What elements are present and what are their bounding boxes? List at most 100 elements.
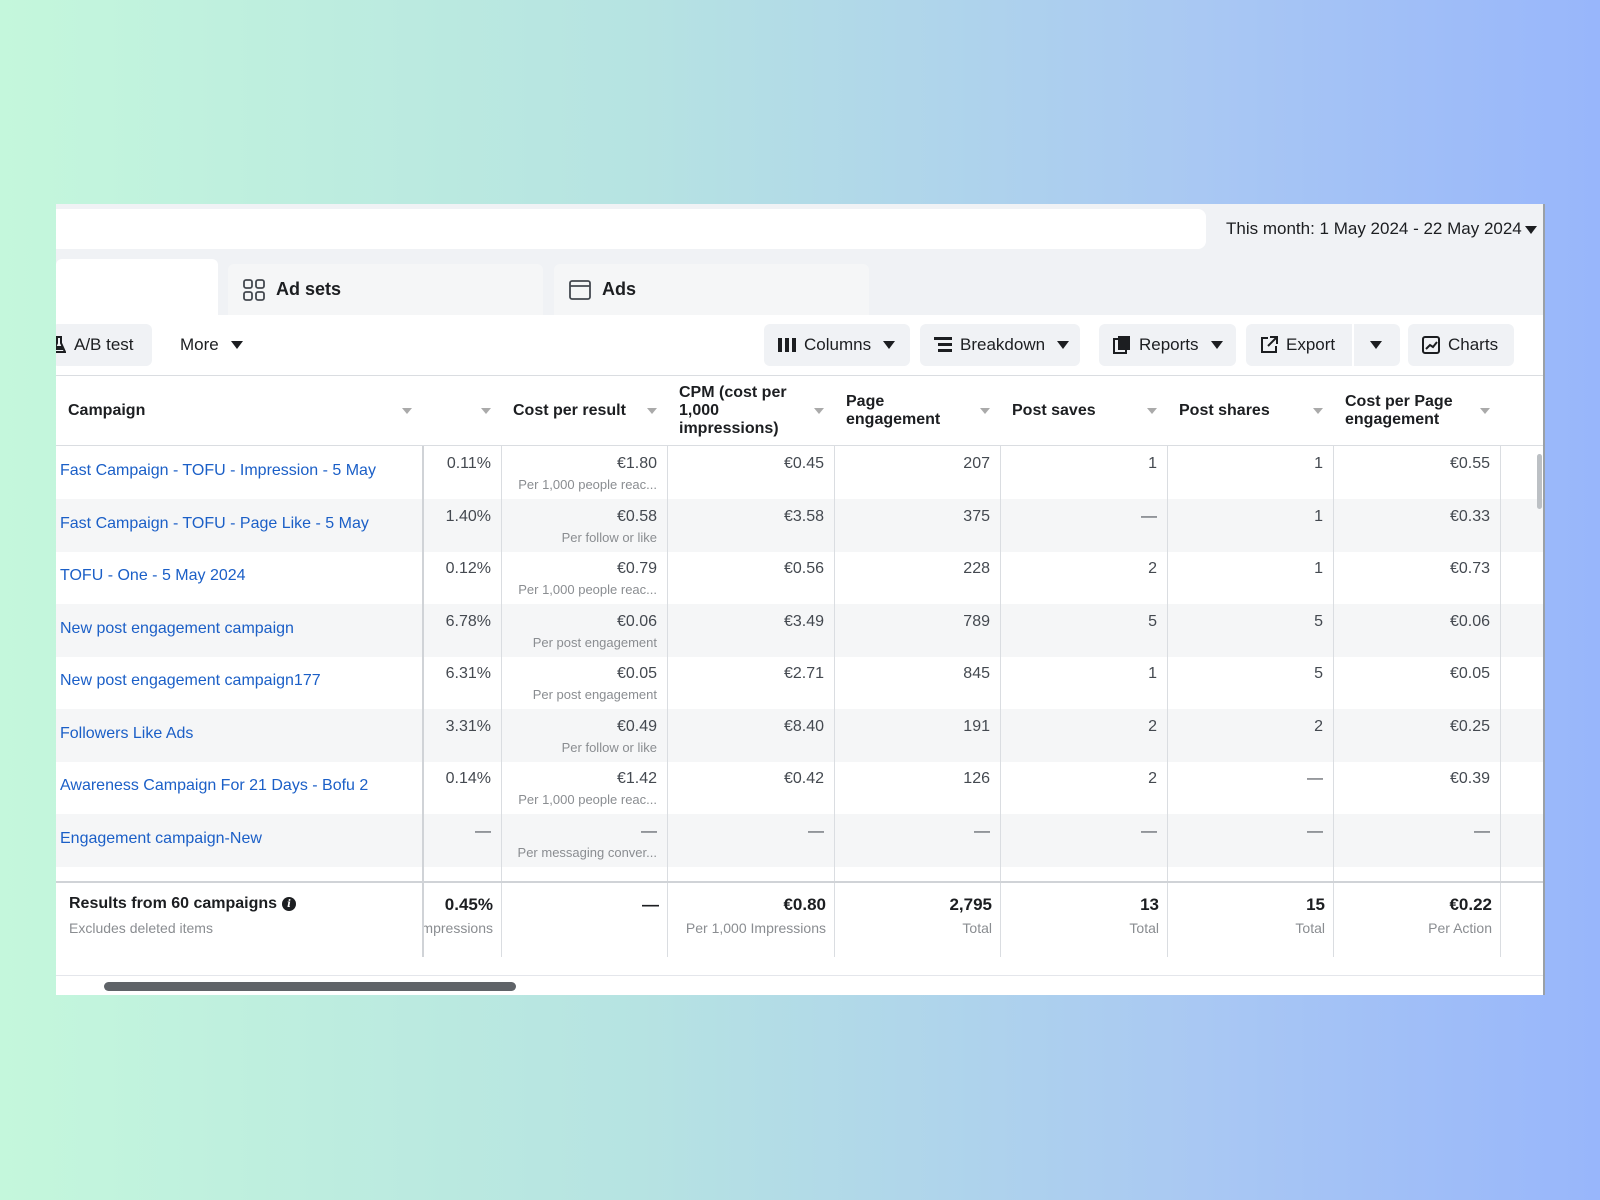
columns-label: Columns: [804, 335, 872, 354]
chevron-down-icon: [1525, 226, 1537, 234]
column-header-page-engagement[interactable]: Page engagement: [834, 376, 1000, 446]
column-divider: [1333, 883, 1334, 957]
charts-button[interactable]: Charts: [1408, 324, 1514, 366]
column-divider: [501, 761, 502, 814]
summary-value: 15: [1306, 895, 1325, 914]
export-dropdown-button[interactable]: [1354, 324, 1400, 366]
cell-page-engagement: 789: [834, 604, 1000, 657]
cell-cost-per-result: €1.80 Per 1,000 people reac...: [501, 446, 667, 499]
column-divider: [1167, 551, 1168, 604]
column-header-cost-per-page-engagement[interactable]: Cost per Page engagement: [1333, 376, 1500, 446]
table-row[interactable]: Awareness Campaign For 21 Days - Bofu 2 0…: [56, 761, 1543, 814]
column-divider: [1333, 656, 1334, 709]
column-header-label: Cost per result: [513, 402, 626, 419]
campaign-name-link[interactable]: TOFU - One - 5 May 2024: [60, 567, 246, 584]
horizontal-scrollbar-thumb[interactable]: [104, 982, 516, 991]
column-divider: [1167, 656, 1168, 709]
result-rate-value: —: [475, 822, 491, 840]
summary-cell-page-eng: 2,795 Total: [834, 883, 1000, 957]
column-divider: [1167, 708, 1168, 762]
cost-per-page-engagement-value: €0.55: [1449, 455, 1490, 472]
cpm-value: €3.49: [783, 612, 824, 630]
table-row[interactable]: Fast Campaign - TOFU - Page Like - 5 May…: [56, 498, 1543, 552]
cell-cost-per-page-engagement: €0.55: [1333, 446, 1500, 499]
charts-label: Charts: [1448, 335, 1499, 354]
summary-campaign: Results from 60 campaigns i Excludes delet…: [56, 883, 422, 957]
column-divider: [1000, 446, 1001, 499]
table-row[interactable]: TOFU - One - 5 May 2024 0.12% €0.79 Per 1,0…: [56, 551, 1543, 604]
cell-page-engagement: 191: [834, 709, 1000, 762]
result-type-label: Per 1,000 people reac...: [518, 477, 657, 492]
summary-cell-rate: 0.45% Impressions: [422, 883, 501, 957]
column-divider: [1333, 551, 1334, 604]
campaign-name-link[interactable]: Awareness Campaign For 21 Days - Bofu 2: [60, 777, 369, 794]
column-header-cost-per-result[interactable]: Cost per result: [501, 376, 667, 446]
ab-test-button[interactable]: A/B test: [56, 324, 152, 366]
date-range-label: This month: 1 May 2024 - 22 May 2024: [1226, 219, 1522, 238]
column-header-cpm[interactable]: CPM (cost per 1,000 impressions): [667, 376, 834, 446]
column-header-label: Campaign: [68, 402, 146, 419]
result-rate-value: 6.31%: [445, 665, 491, 682]
column-divider: [1333, 761, 1334, 814]
vertical-scrollbar[interactable]: [1537, 454, 1542, 509]
export-button[interactable]: Export: [1246, 324, 1352, 366]
reports-button[interactable]: Reports: [1099, 324, 1236, 366]
summary-unit: Per 1,000 Impressions: [685, 920, 826, 936]
column-divider: [667, 708, 668, 762]
breakdown-button[interactable]: Breakdown: [920, 324, 1080, 366]
summary-unit: Total: [1129, 920, 1159, 936]
campaign-name-link[interactable]: New post engagement campaign: [60, 619, 294, 637]
column-header-post-saves[interactable]: Post saves: [1000, 376, 1167, 446]
campaign-name-link[interactable]: New post engagement campaign177: [60, 672, 321, 689]
search-filter-box[interactable]: [56, 209, 1206, 249]
column-divider: [1000, 708, 1001, 762]
column-divider: [1167, 883, 1168, 957]
table-row[interactable]: Engagement campaign-New — — Per messaging c…: [56, 813, 1543, 867]
column-divider: [501, 603, 502, 657]
cell-campaign: Followers Like Ads: [56, 709, 422, 762]
campaign-name-link[interactable]: Fast Campaign - TOFU - Page Like - 5 May: [60, 514, 369, 532]
campaign-name-link[interactable]: Fast Campaign - TOFU - Impression - 5 Ma…: [60, 462, 376, 479]
tab-ads[interactable]: Ads: [554, 264, 869, 315]
info-icon[interactable]: i: [282, 897, 297, 911]
column-header-post-shares[interactable]: Post shares: [1167, 376, 1333, 446]
cell-result-rate: 0.12%: [422, 551, 501, 604]
reports-icon: [1113, 336, 1131, 354]
more-button[interactable]: More: [170, 324, 260, 366]
table-row[interactable]: Followers Like Ads 3.31% €0.49 Per follow o…: [56, 708, 1543, 762]
table-row[interactable]: New post engagement campaign 6.78% €0.06 Pe…: [56, 603, 1543, 657]
column-header-rate[interactable]: [422, 376, 501, 446]
chevron-down-icon: [1370, 341, 1382, 349]
post-shares-value: 2: [1314, 717, 1323, 735]
cell-cost-per-page-engagement: €0.73: [1333, 551, 1500, 604]
cell-post-shares: 1: [1167, 446, 1333, 499]
column-divider: [1167, 603, 1168, 657]
table-row[interactable]: New post engagement campaign177 6.31% €0.0…: [56, 656, 1543, 709]
cell-cpm: €0.42: [667, 761, 834, 814]
cell-campaign: Fast Campaign - TOFU - Impression - 5 Ma…: [56, 446, 422, 499]
columns-button[interactable]: Columns: [764, 324, 910, 366]
tab-ad-sets[interactable]: Ad sets: [228, 264, 543, 315]
cpm-value: €3.58: [783, 507, 824, 525]
column-divider: [1333, 446, 1334, 499]
cell-cost-per-result: €0.79 Per 1,000 people reac...: [501, 551, 667, 604]
cell-result-rate: 6.31%: [422, 656, 501, 709]
column-header-label: Post shares: [1179, 402, 1270, 419]
page-engagement-value: 375: [963, 507, 990, 525]
post-saves-value: 2: [1148, 770, 1157, 787]
sort-icon: [481, 408, 491, 414]
cell-result-rate: 1.40%: [422, 499, 501, 552]
column-header-campaign[interactable]: Campaign: [56, 376, 422, 446]
page-engagement-value: 228: [963, 560, 990, 577]
tab-campaigns[interactable]: [56, 259, 218, 315]
chevron-down-icon: [1057, 341, 1070, 349]
campaign-name-link[interactable]: Followers Like Ads: [60, 724, 194, 742]
campaign-name-link[interactable]: Engagement campaign-New: [60, 829, 262, 847]
sort-icon: [1147, 408, 1157, 414]
cell-post-saves: 2: [1000, 709, 1167, 762]
more-label: More: [180, 335, 219, 354]
table-row[interactable]: Fast Campaign - TOFU - Impression - 5 Ma…: [56, 446, 1543, 499]
post-saves-value: 2: [1148, 717, 1157, 735]
date-range-picker[interactable]: This month: 1 May 2024 - 22 May 2024: [1208, 209, 1543, 249]
sort-icon: [402, 408, 412, 414]
